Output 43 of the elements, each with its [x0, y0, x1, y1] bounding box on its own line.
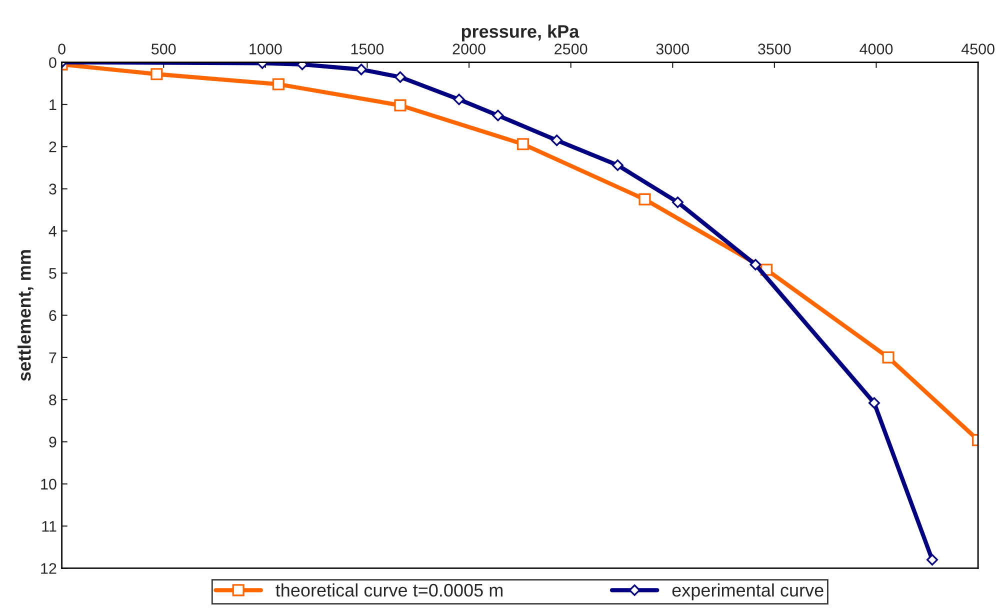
x-tick-label: 4500: [961, 44, 994, 54]
point: [551, 134, 563, 146]
point: [453, 94, 465, 106]
point: [672, 196, 684, 208]
y-tick-label: 2: [49, 142, 56, 152]
point: [492, 110, 504, 122]
x-tick-label: 500: [151, 44, 176, 54]
legend-label: experimental curve: [672, 583, 824, 600]
point: [394, 71, 406, 83]
y-tick-label: 9: [49, 436, 56, 448]
y-tick-label: 1: [50, 100, 56, 110]
y-tick-label: 12: [41, 563, 56, 574]
x-tick-label: 2500: [554, 44, 588, 54]
y-tick-label: 7: [49, 352, 56, 363]
x-axis-title: pressure, kPa: [462, 24, 580, 42]
point: [516, 138, 530, 150]
y-tick-label: 11: [42, 521, 56, 532]
x-tick-label: 2000: [452, 44, 486, 54]
point: [638, 193, 651, 206]
y-tick-label: 8: [49, 394, 56, 406]
legend-label: theoretical curve t=0.0005 m: [276, 583, 502, 597]
point: [750, 258, 762, 270]
y-tick-label: 10: [41, 478, 56, 490]
y-tick-label: 4: [48, 226, 57, 236]
y-tick-label: 5: [49, 268, 56, 279]
x-tick-label: 1000: [250, 44, 282, 54]
x-tick-label: 3000: [656, 44, 690, 54]
x-tick-label: 0: [58, 44, 66, 54]
x-tick-label: 1500: [351, 44, 384, 54]
x-tick-label: 4000: [860, 44, 893, 54]
point: [394, 99, 406, 112]
point: [612, 159, 624, 171]
y-tick-label: 6: [49, 310, 56, 321]
point: [868, 397, 880, 409]
x-tick-label: 3500: [758, 44, 791, 54]
y-axis-title: settlement, mm: [18, 250, 34, 381]
y-tick-label: 3: [49, 184, 56, 194]
point: [272, 78, 284, 90]
point: [356, 64, 368, 76]
y-tick-label: 0: [49, 57, 56, 68]
point: [150, 68, 163, 80]
point: [882, 351, 894, 364]
point: [926, 554, 938, 566]
